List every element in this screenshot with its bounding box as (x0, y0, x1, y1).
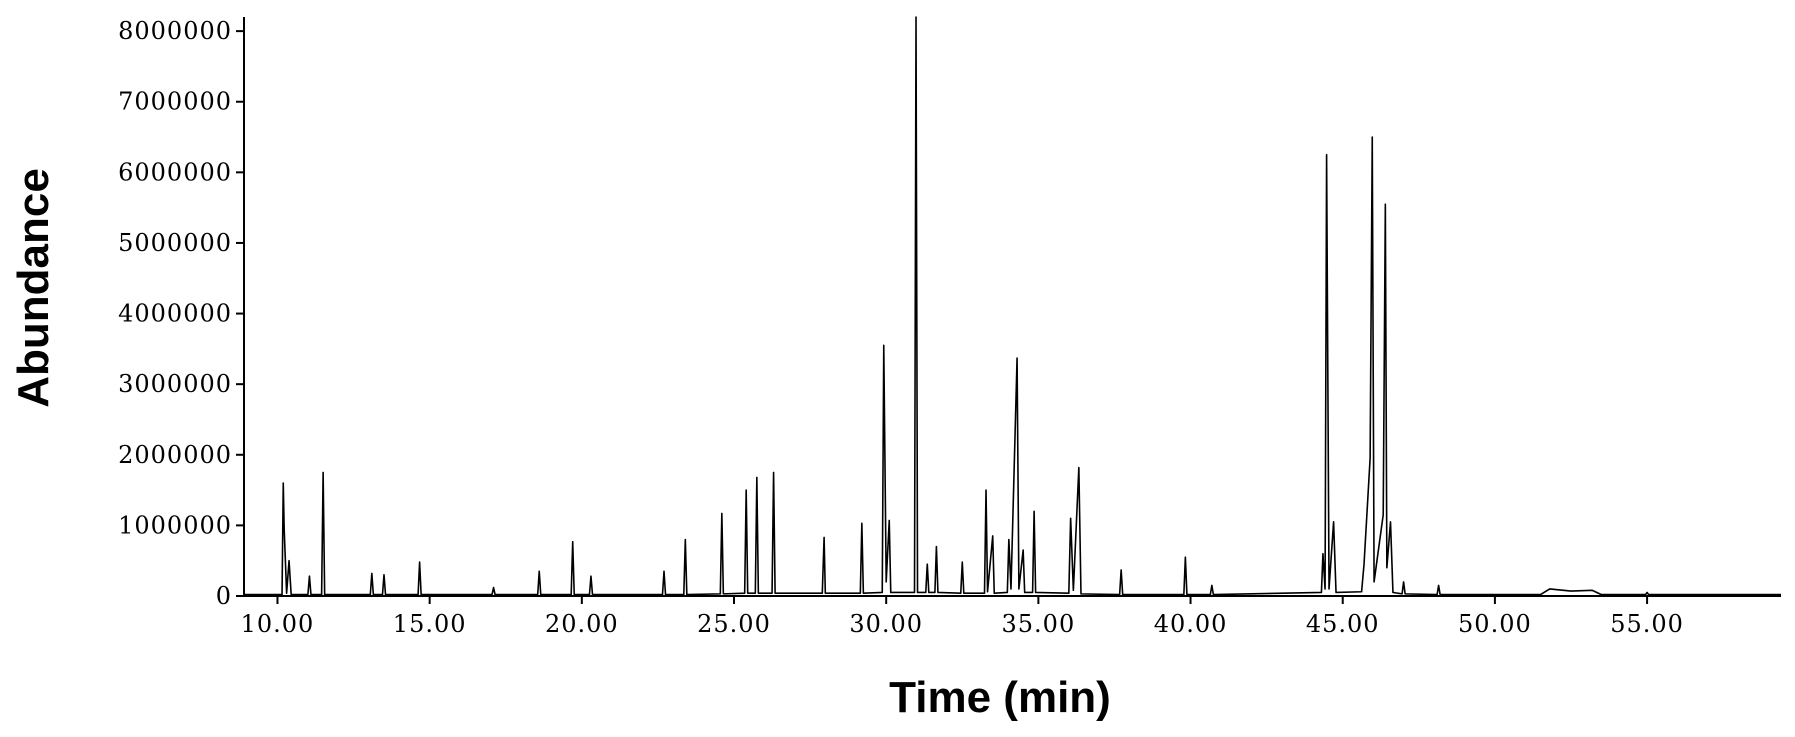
x-tick-label: 55.00 (1610, 610, 1684, 638)
x-tick-label: 35.00 (1002, 610, 1076, 638)
y-tick-label: 7000000 (118, 88, 232, 116)
x-tick-label: 30.00 (849, 610, 923, 638)
x-tick-label: 10.00 (241, 610, 315, 638)
x-tick-label: 40.00 (1154, 610, 1228, 638)
y-tick-label: 2000000 (118, 441, 232, 469)
y-tick-label: 8000000 (118, 17, 232, 45)
chromatogram-line (244, 16, 1781, 596)
x-tick-label: 25.00 (697, 610, 771, 638)
y-axis-title: Abundance (9, 168, 58, 408)
x-tick-label: 45.00 (1306, 610, 1380, 638)
y-tick-label: 3000000 (118, 370, 232, 398)
x-tick-label: 50.00 (1458, 610, 1532, 638)
x-axis-title: Time (min) (889, 673, 1111, 722)
y-tick-label: 4000000 (118, 300, 232, 328)
y-tick-label: 1000000 (118, 511, 232, 539)
y-tick-label: 6000000 (118, 158, 232, 186)
y-tick-label: 0 (216, 582, 232, 610)
x-tick-label: 15.00 (393, 610, 467, 638)
x-tick-label: 20.00 (545, 610, 619, 638)
y-tick-label: 5000000 (118, 229, 232, 257)
